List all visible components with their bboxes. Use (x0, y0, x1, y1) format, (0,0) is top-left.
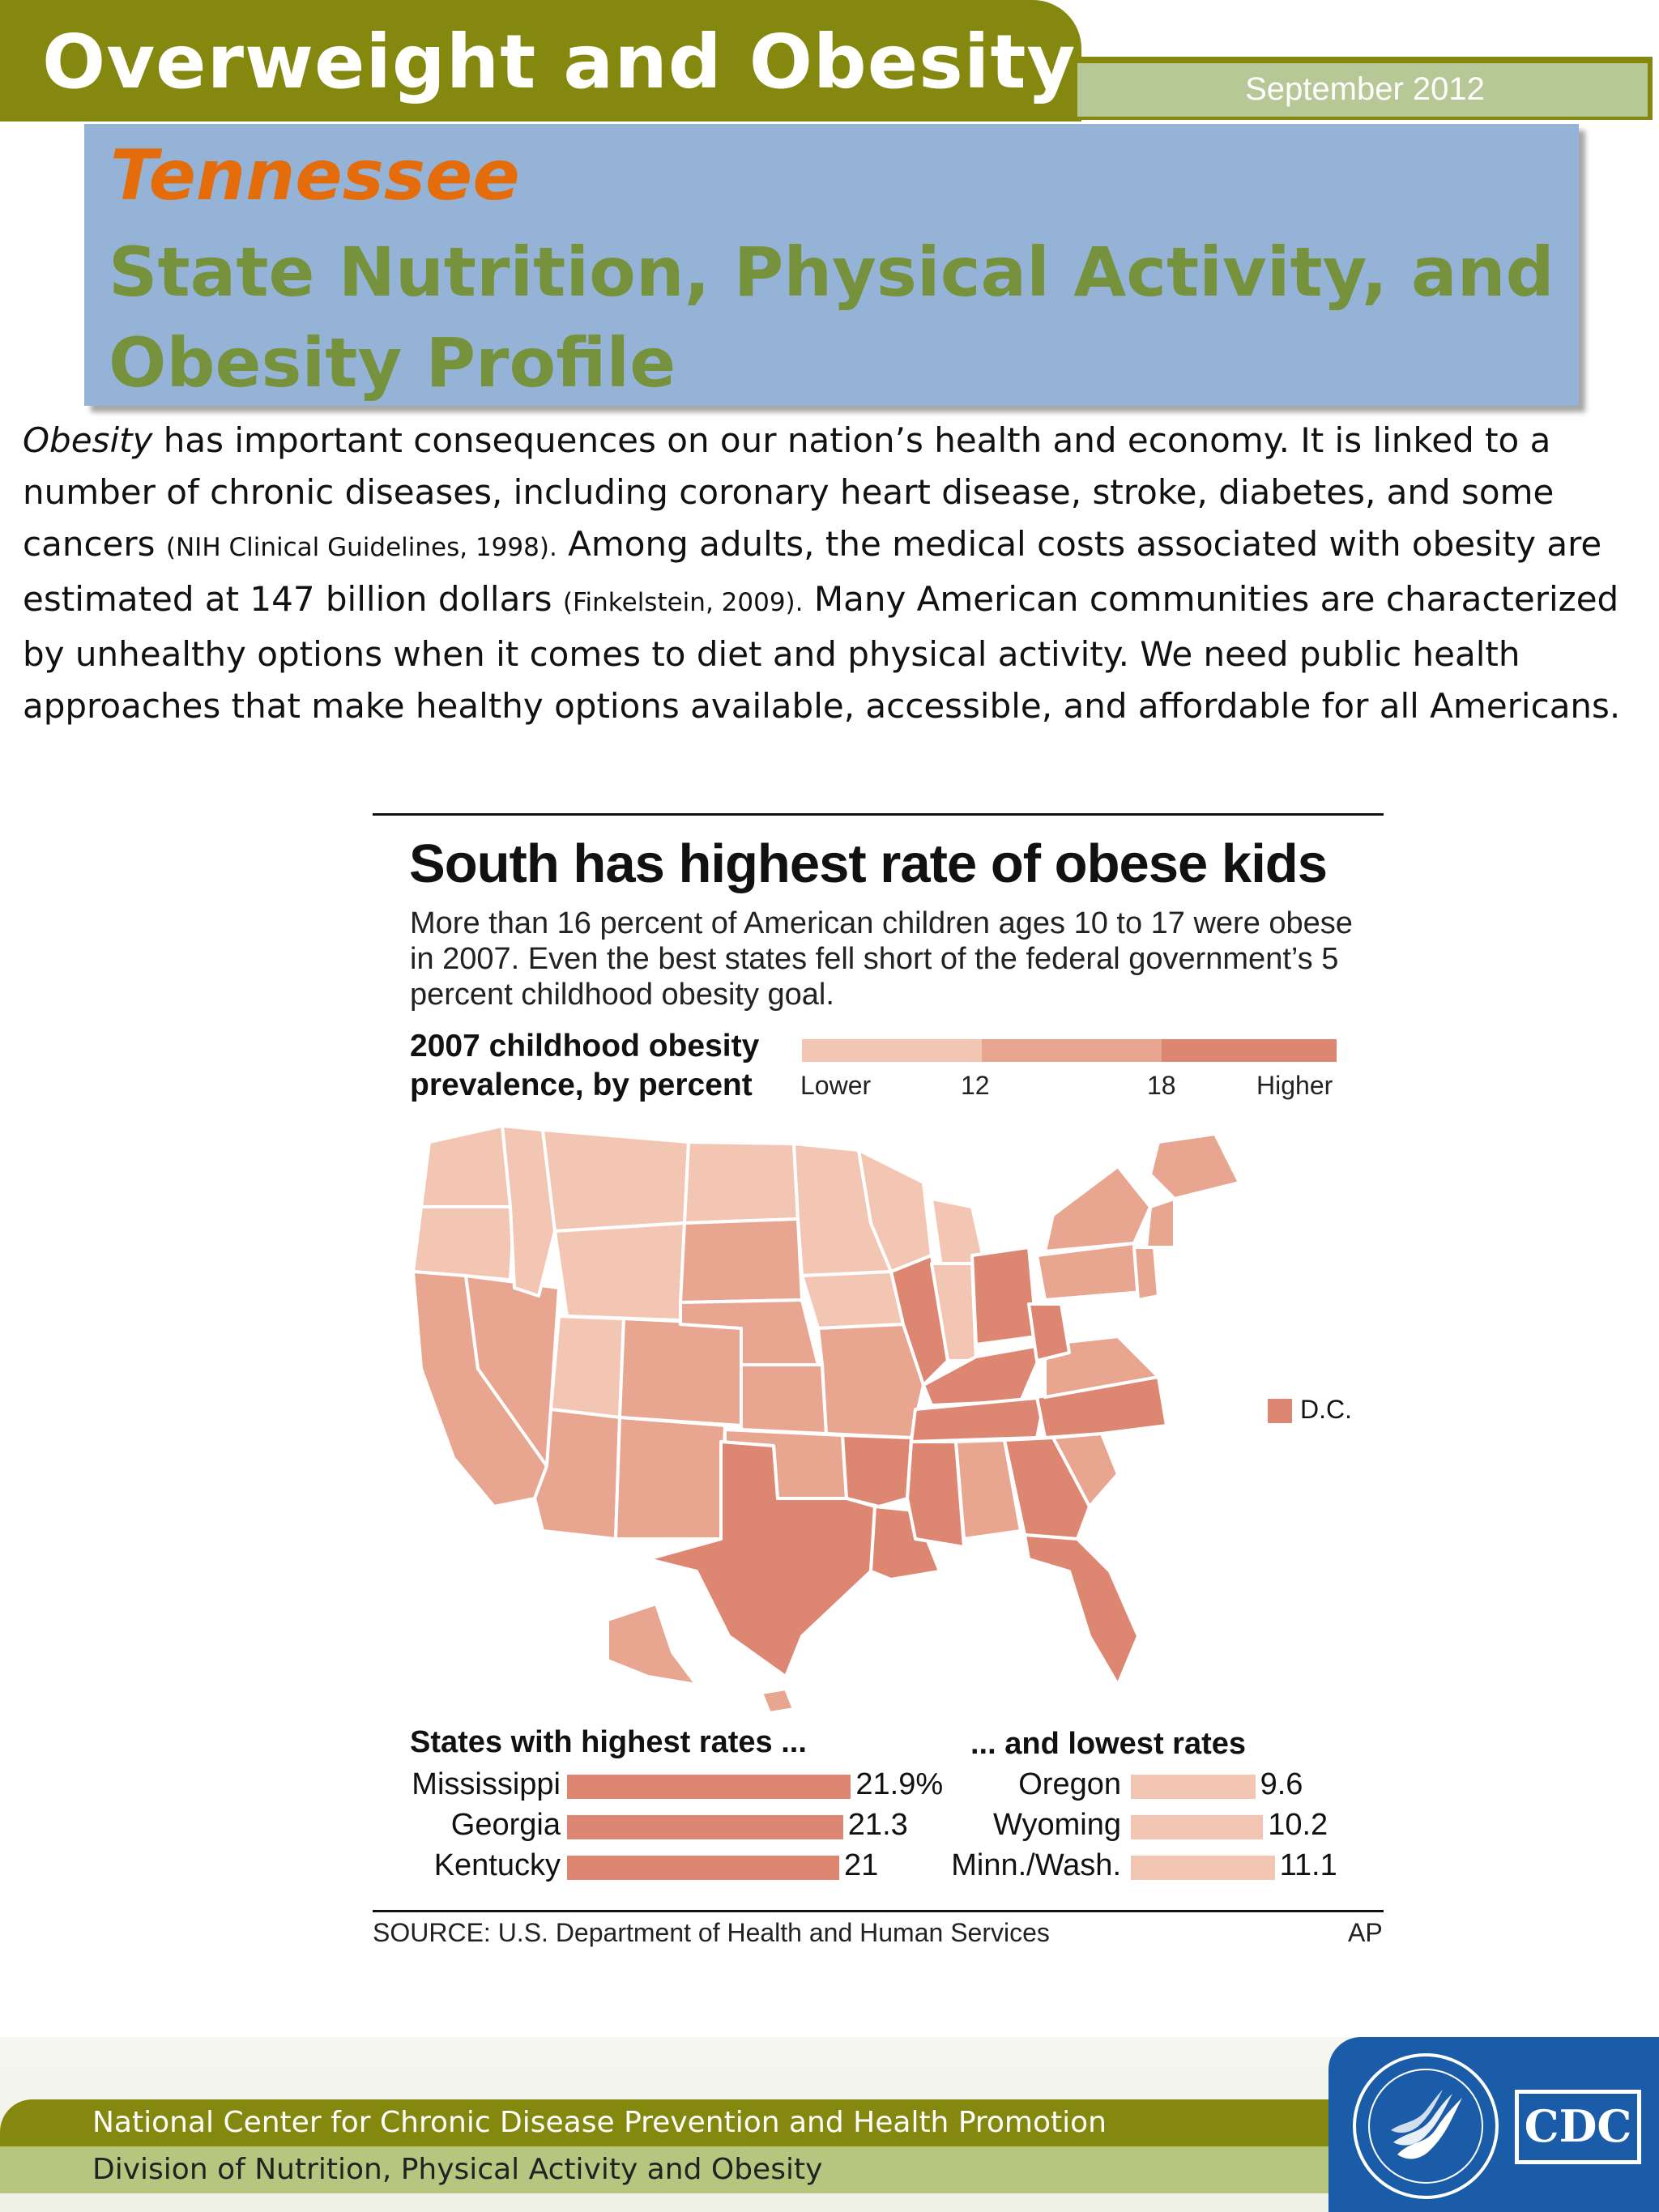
intro-text-1: has important consequences on our nation… (23, 420, 1555, 564)
infographic-credit: AP (1348, 1918, 1383, 1947)
state-name: Tennessee (110, 135, 520, 216)
legend-label-12: 12 (961, 1071, 990, 1100)
rank-label-lowest-2: Minn./Wash. (951, 1848, 1121, 1882)
rank-label-lowest-1: Wyoming (992, 1808, 1121, 1842)
rank-value-highest-0: 21.9% (855, 1767, 944, 1801)
map-state-hawaii (760, 1687, 795, 1715)
legend-title: 2007 childhood obesity prevalence, by pe… (410, 1029, 760, 1102)
rank-value-highest-2: 21 (844, 1848, 879, 1882)
intro-citation-1: (NIH Clinical Guidelines, 1998). (165, 533, 557, 562)
map-state-iowa (800, 1270, 905, 1330)
intro-text-3: Many American communities are characteri… (23, 579, 1621, 726)
header-banner (0, 0, 1081, 121)
rank-value-lowest-1: 10.2 (1268, 1808, 1328, 1842)
header-date-strip (1077, 57, 1653, 120)
rank-label-highest-0: Mississippi (412, 1767, 561, 1801)
rank-label-lowest-0: Oregon (1018, 1767, 1121, 1801)
map-state-washington (420, 1124, 516, 1208)
rank-bar-highest-2 (567, 1856, 839, 1880)
map-state-kansas (740, 1363, 828, 1435)
infographic-bottom-rule (373, 1910, 1384, 1912)
lowest-rates-title: ... and lowest rates (970, 1727, 1246, 1761)
map-state-new-england-south (1145, 1197, 1176, 1249)
rank-bar-lowest-2 (1131, 1856, 1275, 1880)
rank-bar-lowest-1 (1131, 1815, 1264, 1839)
map-state-new-york (1043, 1165, 1152, 1253)
us-obesity-map (412, 1124, 1241, 1715)
rank-bar-highest-0 (567, 1775, 851, 1799)
map-state-ohio (970, 1246, 1038, 1346)
map-state-west-virginia (1027, 1302, 1071, 1362)
map-state-utah (549, 1315, 625, 1419)
rank-label-highest-1: Georgia (450, 1808, 561, 1842)
legend-swatch-mid (982, 1039, 1162, 1062)
map-state-kentucky (922, 1343, 1047, 1407)
header-title: Overweight and Obesity (42, 19, 1077, 105)
intro-paragraph: Obesity has important consequences on ou… (23, 415, 1635, 732)
map-state-colorado (618, 1317, 747, 1427)
map-dc-swatch (1268, 1399, 1292, 1423)
legend-label-18: 18 (1147, 1071, 1176, 1100)
map-state-wyoming (553, 1221, 686, 1322)
map-state-new-mexico (614, 1416, 727, 1541)
map-state-florida (1023, 1533, 1140, 1686)
map-state-alaska (606, 1602, 698, 1686)
intro-text-2: Among adults, the medical costs associat… (23, 524, 1602, 619)
legend-label-higher: Higher (1256, 1071, 1333, 1100)
map-state-oregon (412, 1205, 516, 1281)
map-state-maine-nh-vt (1149, 1132, 1241, 1200)
highest-rates-title: States with highest rates ... (410, 1725, 807, 1759)
rank-bar-lowest-0 (1131, 1775, 1256, 1799)
map-state-north-dakota (683, 1140, 800, 1225)
intro-citation-2: (Finkelstein, 2009). (562, 588, 804, 617)
rank-value-lowest-2: 11.1 (1279, 1848, 1337, 1882)
footer-band-top (0, 2099, 1377, 2146)
infographic-top-rule (373, 813, 1384, 816)
header-date: September 2012 (1245, 71, 1485, 107)
map-state-texas (646, 1440, 876, 1678)
intro-obesity-term: Obesity (23, 420, 153, 460)
map-state-montana (541, 1128, 690, 1233)
rank-label-highest-2: Kentucky (433, 1848, 561, 1882)
legend-swatch-high (1162, 1039, 1337, 1062)
map-dc-label: D.C. (1300, 1395, 1352, 1424)
legend-label-lower: Lower (800, 1071, 872, 1100)
profile-title-box (84, 124, 1579, 406)
map-state-alabama (954, 1438, 1022, 1541)
rank-value-highest-1: 21.3 (847, 1808, 908, 1842)
profile-title: State Nutrition, Physical Activity, and … (109, 232, 1555, 403)
footer-band-bottom (0, 2146, 1377, 2193)
map-state-illinois (889, 1254, 949, 1387)
map-state-mississippi (906, 1440, 966, 1549)
legend-swatch-low (802, 1039, 982, 1062)
rank-bar-highest-1 (567, 1815, 843, 1839)
map-state-arkansas (841, 1434, 913, 1508)
hhs-seal-icon (1353, 2053, 1499, 2199)
footer-center-name: National Center for Chronic Disease Prev… (92, 2106, 1107, 2139)
cdc-logo: CDC (1515, 2090, 1641, 2164)
map-state-south-dakota (679, 1217, 804, 1304)
footer-division-name: Division of Nutrition, Physical Activity… (92, 2153, 823, 2186)
infographic-subtitle: More than 16 percent of American childre… (410, 906, 1353, 1012)
infographic-source: SOURCE: U.S. Department of Health and Hu… (373, 1918, 1050, 1947)
rank-value-lowest-0: 9.6 (1260, 1767, 1303, 1801)
infographic-title: South has highest rate of obese kids (409, 833, 1328, 894)
map-state-new-jersey-delaware (1132, 1246, 1160, 1302)
map-state-virginia (1043, 1335, 1160, 1399)
